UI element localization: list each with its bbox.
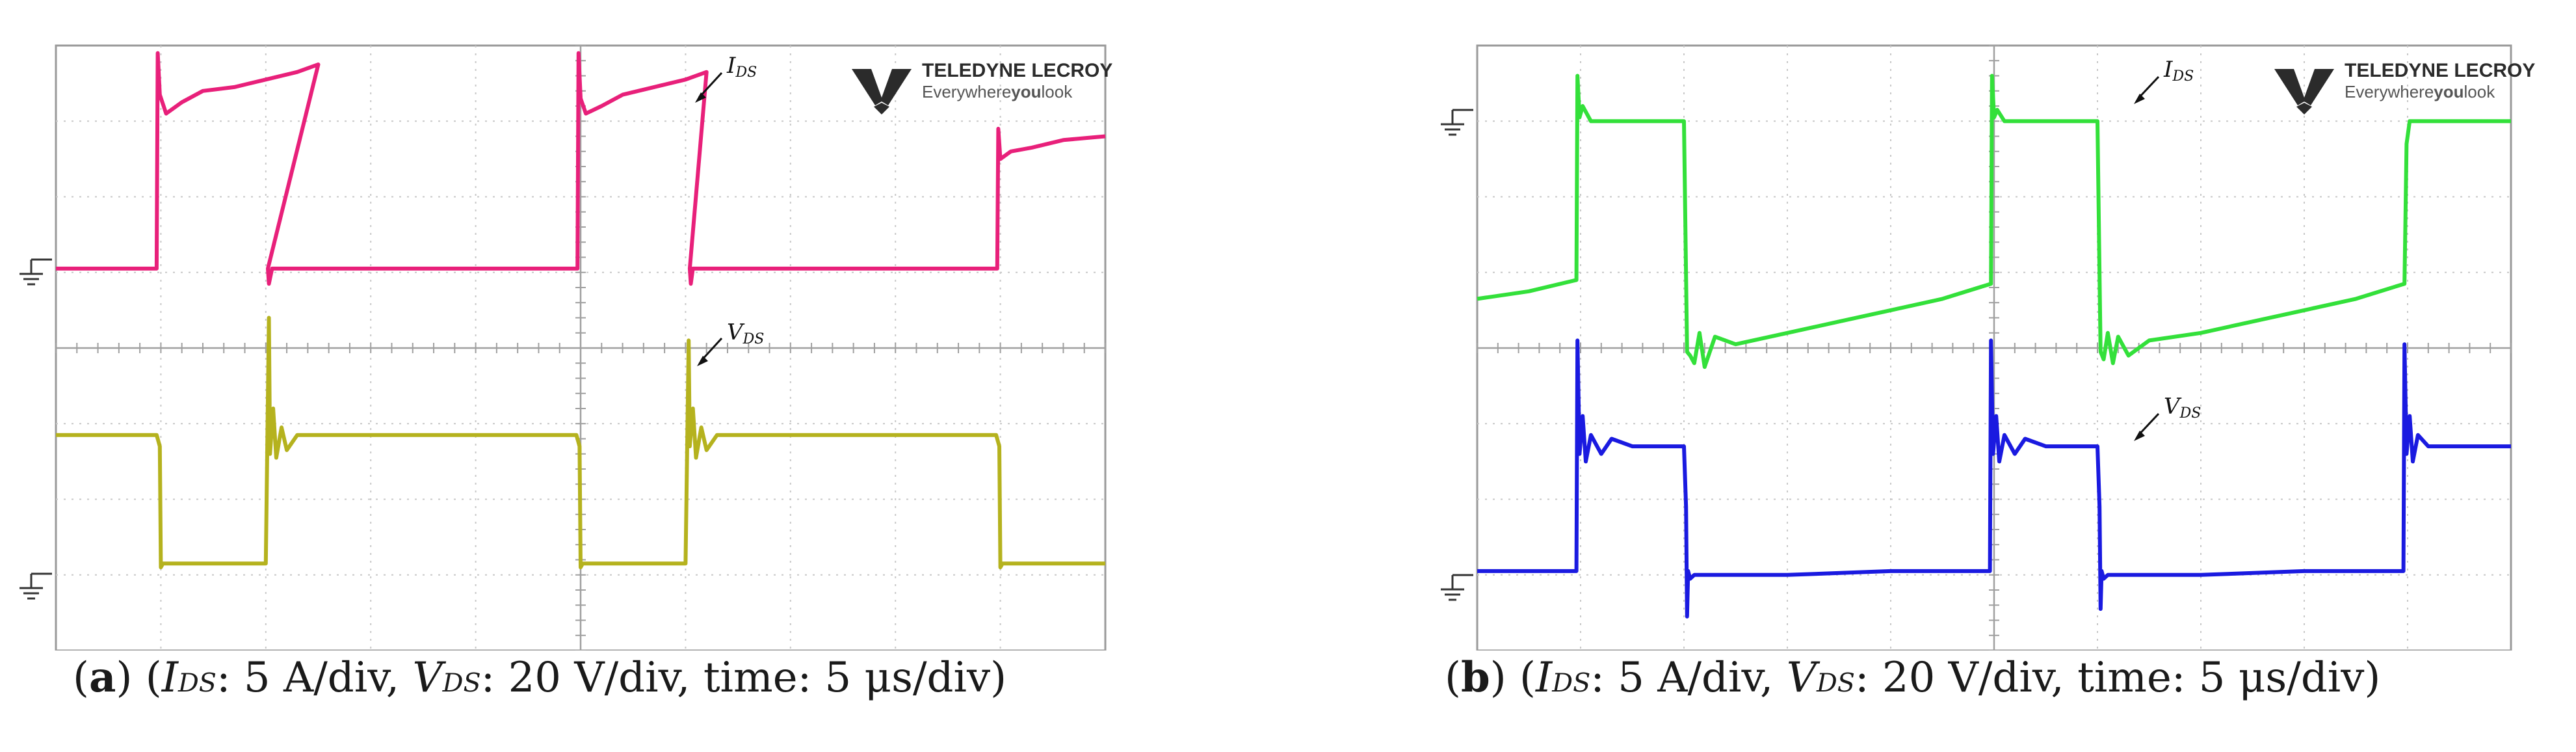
panel-b: TELEDYNE LECROY Everywhereyoulook IDS VD… <box>1287 0 2576 752</box>
annotation-ids: IDS <box>2134 57 2194 104</box>
ground-markers <box>1441 109 1473 601</box>
trace-v-ds <box>56 316 1105 570</box>
trace-v-ds <box>1477 338 2511 619</box>
panel-a: TELEDYNE LECROY Everywhereyoulook IDS VD… <box>0 0 1287 752</box>
logo-mark-icon <box>852 69 912 114</box>
annotation-vds: VDS <box>697 319 764 366</box>
brand-tagline: Everywhereyoulook <box>922 82 1073 101</box>
ground-icon <box>1441 109 1473 136</box>
label-vds: VDS <box>2164 394 2201 422</box>
annotation-vds: VDS <box>2134 394 2201 441</box>
ground-icon <box>20 572 52 600</box>
brand-tagline: Everywhereyoulook <box>2345 82 2495 101</box>
ground-icon <box>20 258 52 286</box>
annotation-ids: IDS <box>695 53 757 103</box>
traces <box>56 51 1106 570</box>
traces <box>1477 74 2511 619</box>
trace-i-ds <box>56 51 1106 286</box>
trace-i-ds <box>1477 74 2511 369</box>
brand-name: TELEDYNE LECROY <box>922 60 1112 81</box>
grid <box>1476 44 2512 651</box>
caption-b: (b) (IDS: 5 A/div, VDS: 20 V/div, time: … <box>1445 653 2381 702</box>
label-ids: IDS <box>2163 57 2194 85</box>
logo-mark-icon <box>2274 69 2334 114</box>
label-vds: VDS <box>727 319 764 347</box>
brand-name: TELEDYNE LECROY <box>2345 60 2535 81</box>
teledyne-lecroy-logo: TELEDYNE LECROY Everywhereyoulook <box>852 60 1112 114</box>
teledyne-lecroy-logo: TELEDYNE LECROY Everywhereyoulook <box>2274 60 2535 114</box>
ground-icon <box>1441 574 1473 601</box>
scope-plot-b: TELEDYNE LECROY Everywhereyoulook IDS VD… <box>1441 44 2535 651</box>
scope-plot-a: TELEDYNE LECROY Everywhereyoulook IDS VD… <box>20 44 1112 651</box>
caption-a: (a) (IDS: 5 A/div, VDS: 20 V/div, time: … <box>73 653 1007 702</box>
ground-markers <box>20 258 52 600</box>
label-ids: IDS <box>726 53 757 81</box>
